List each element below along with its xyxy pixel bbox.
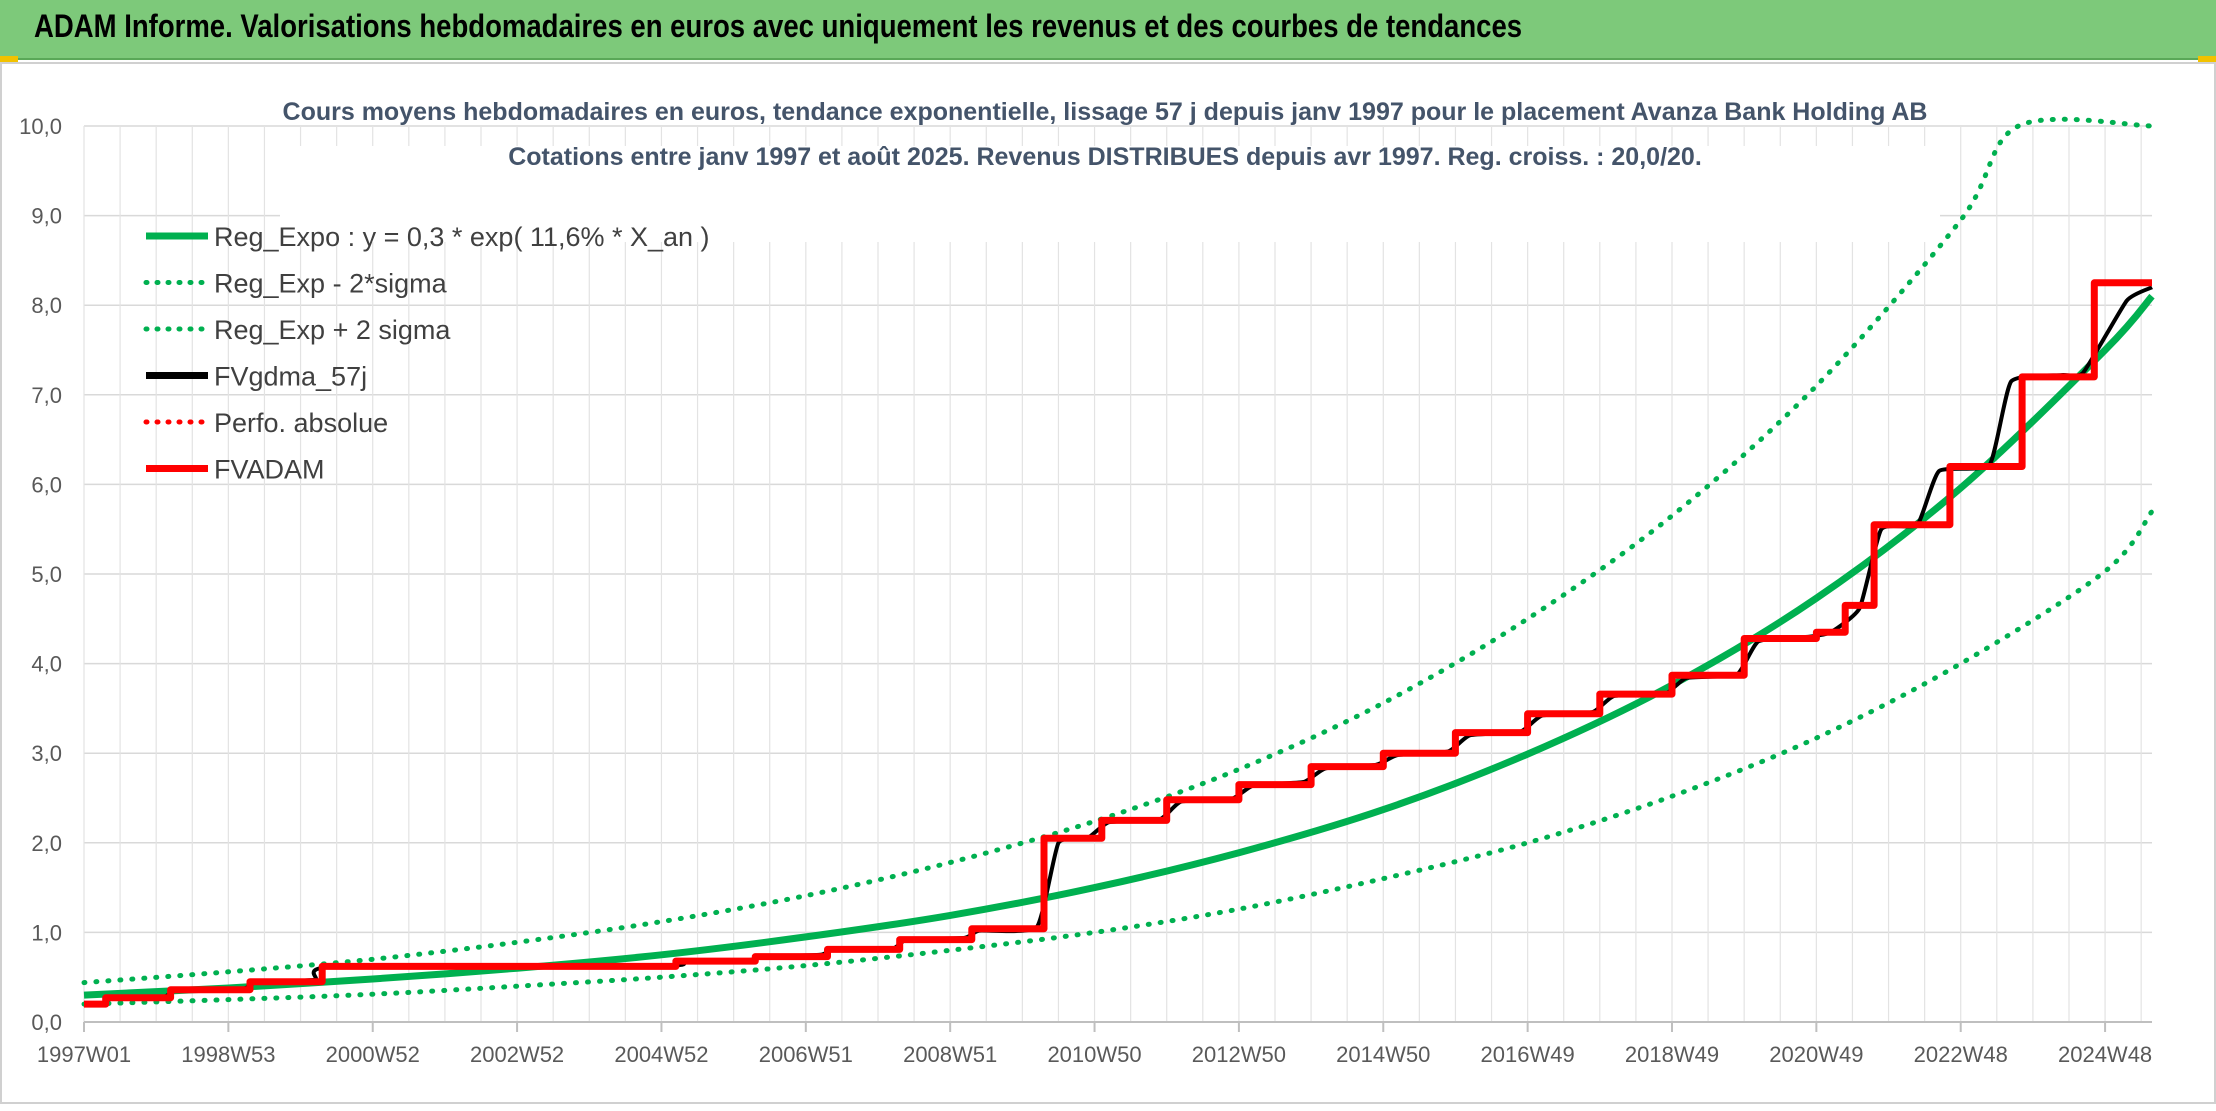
x-tick-label: 2016W49 bbox=[1481, 1042, 1575, 1067]
chart-area: 0,0 1,0 2,0 3,0 4,0 5,0 6,0 7,0 8,0 9,0 10,0 1997W… bbox=[0, 62, 2216, 1106]
y-tick-label: 2,0 bbox=[31, 831, 62, 856]
corner-marker-right bbox=[2198, 56, 2216, 64]
y-tick-label: 7,0 bbox=[31, 383, 62, 408]
x-tick-label: 1998W53 bbox=[181, 1042, 275, 1067]
x-tick-label: 2004W52 bbox=[614, 1042, 708, 1067]
x-tick-label: 2010W50 bbox=[1047, 1042, 1141, 1067]
legend-label: FVADAM bbox=[214, 455, 325, 485]
y-tick-label: 4,0 bbox=[31, 652, 62, 677]
x-tick-label: 2018W49 bbox=[1625, 1042, 1719, 1067]
y-tick-label: 8,0 bbox=[31, 293, 62, 318]
report-banner: ADAM Informe. Valorisations hebdomadaire… bbox=[0, 0, 2216, 60]
y-tick-label: 1,0 bbox=[31, 920, 62, 945]
y-tick-label: 6,0 bbox=[31, 472, 62, 497]
legend-label: FVgdma_57j bbox=[214, 362, 367, 392]
y-tick-label: 3,0 bbox=[31, 741, 62, 766]
x-tick-label: 2024W48 bbox=[2058, 1042, 2152, 1067]
x-tick-label: 2014W50 bbox=[1336, 1042, 1430, 1067]
x-tick-label: 2006W51 bbox=[759, 1042, 853, 1067]
legend: Reg_Expo : y = 0,3 * exp( 11,6% * X_an )… bbox=[143, 222, 710, 485]
x-tick-label: 1997W01 bbox=[37, 1042, 131, 1067]
series-line-5 bbox=[84, 279, 2152, 1008]
corner-marker-left bbox=[0, 56, 18, 64]
series-line-1 bbox=[81, 508, 2155, 1007]
series-group bbox=[81, 116, 2155, 1008]
y-tick-label: 0,0 bbox=[31, 1010, 62, 1035]
x-tick-label: 2022W48 bbox=[1914, 1042, 2008, 1067]
y-tick-label: 9,0 bbox=[31, 204, 62, 229]
y-tick-label: 10,0 bbox=[19, 114, 62, 139]
legend-label: Reg_Expo : y = 0,3 * exp( 11,6% * X_an ) bbox=[214, 222, 710, 252]
x-tick-label: 2020W49 bbox=[1769, 1042, 1863, 1067]
y-axis-labels: 0,0 1,0 2,0 3,0 4,0 5,0 6,0 7,0 8,0 9,0 10,0 bbox=[19, 114, 62, 1035]
chart-subtitle: Cotations entre janv 1997 et août 2025. … bbox=[508, 143, 1702, 171]
x-tick-label: 2008W51 bbox=[903, 1042, 997, 1067]
legend-label: Reg_Exp + 2 sigma bbox=[214, 315, 451, 345]
y-tick-label: 5,0 bbox=[31, 562, 62, 587]
grid-lines bbox=[83, 125, 2152, 1032]
x-tick-label: 2002W52 bbox=[470, 1042, 564, 1067]
chart-svg: 0,0 1,0 2,0 3,0 4,0 5,0 6,0 7,0 8,0 9,0 10,0 1997W… bbox=[0, 62, 2216, 1104]
x-tick-label: 2000W52 bbox=[326, 1042, 420, 1067]
series-line-2 bbox=[81, 116, 2155, 986]
chart-title: Cours moyens hebdomadaires en euros, ten… bbox=[283, 98, 1928, 126]
report-title: ADAM Informe. Valorisations hebdomadaire… bbox=[34, 8, 1523, 44]
title-background bbox=[280, 146, 1940, 242]
legend-label: Reg_Exp - 2*sigma bbox=[214, 269, 448, 299]
x-tick-label: 2012W50 bbox=[1192, 1042, 1286, 1067]
x-axis-labels: 1997W01 1998W53 2000W52 2002W52 2004W52 2006W… bbox=[37, 1042, 2152, 1067]
legend-label: Perfo. absolue bbox=[214, 408, 388, 438]
